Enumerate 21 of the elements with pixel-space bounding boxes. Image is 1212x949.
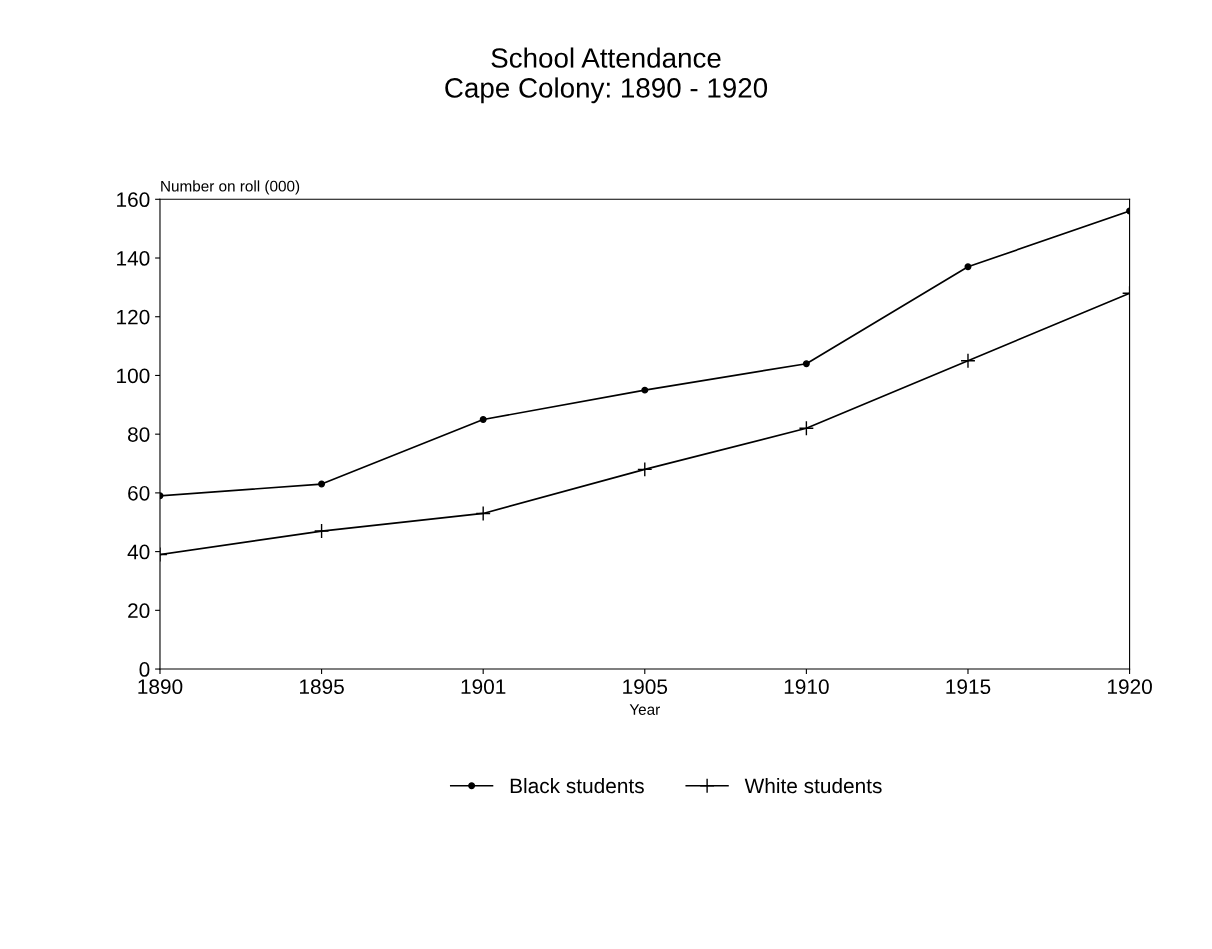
y-tick-label: 140 (117, 251, 150, 266)
chart-title: School Attendance Cape Colony: 1890 - 1920 (445, 47, 768, 104)
y-tick-label: 80 (128, 427, 150, 442)
y-tick-label: 100 (117, 368, 150, 384)
x-tick-label: 1901 (461, 679, 506, 695)
y-tick-label: 20 (128, 603, 150, 619)
y-tick-label: 40 (127, 544, 150, 560)
y-tick-label: 60 (128, 485, 150, 501)
y-tick-label: 120 (117, 309, 150, 325)
x-tick-label: 1895 (300, 679, 344, 695)
x-tick-label: 1915 (946, 679, 991, 695)
legend-label: Black students (510, 777, 644, 794)
y-axis-title: Number on roll (000) (161, 180, 300, 195)
y-tick-label: 0 (139, 662, 150, 677)
x-axis-title: Year (629, 704, 660, 715)
y-tick-label: 160 (117, 192, 150, 208)
x-tick-label: 1905 (623, 679, 668, 695)
legend-label: White students (744, 777, 882, 794)
x-tick-label: 1890 (138, 679, 183, 695)
x-tick-label: 1910 (784, 679, 829, 695)
x-tick-label: 1920 (1108, 679, 1152, 695)
